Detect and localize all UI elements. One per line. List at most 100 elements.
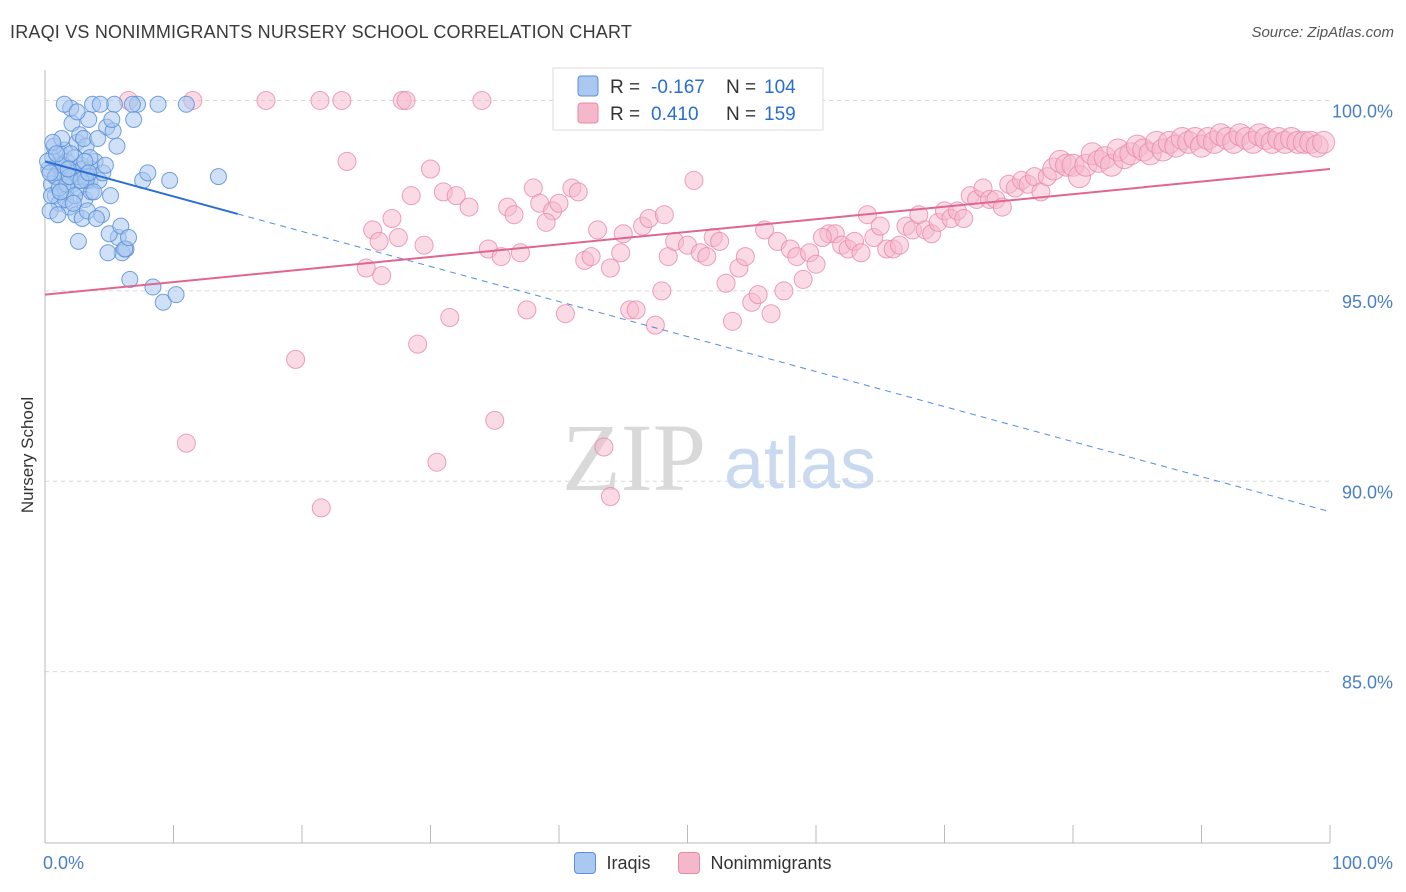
nonimmigrants-trend-line: [44, 168, 1331, 296]
nonimmigrants-point: [427, 452, 447, 472]
tick-labels: 85.0% 90.0% 95.0% 100.0% 0.0% 100.0%: [43, 101, 1393, 873]
iraqis-point: [161, 171, 179, 189]
nonimmigrants-point: [710, 231, 730, 251]
nonimmigrants-point: [851, 243, 871, 263]
watermark: ZIP atlas: [562, 404, 876, 511]
iraqis-point: [85, 183, 103, 201]
nonimmigrants-point: [594, 437, 614, 457]
iraqis-r-value: -0.167: [651, 77, 705, 98]
nonimmigrants-point: [472, 90, 492, 110]
legend-item-iraqis: Iraqis: [574, 852, 650, 874]
legend-swatch-nonimmigrants: [678, 852, 701, 874]
nonimmigrants-point: [645, 315, 665, 335]
nonimmigrants-point: [870, 216, 890, 236]
iraqis-point: [64, 194, 82, 212]
nonimmigrants-point: [568, 182, 588, 202]
iraqis-trend-line: [44, 160, 239, 215]
iraqis-point: [87, 210, 105, 228]
nonimmigrants-point: [684, 170, 704, 190]
iraqis-point: [68, 103, 86, 121]
iraqis-swatch: [577, 75, 599, 97]
nonimmigrants-point: [722, 311, 742, 331]
nonimmigrants-point: [176, 433, 196, 453]
nonimmigrants-point: [555, 304, 575, 324]
nonimmigrants-point: [697, 247, 717, 267]
stats-legend: R = -0.167 N = 104 R = 0.410 N = 159: [552, 67, 824, 131]
iraqis-point: [49, 206, 67, 224]
nonimmigrants-point: [408, 334, 428, 354]
nonimmigrants-point: [761, 304, 781, 324]
iraqis-point: [96, 156, 114, 174]
iraqis-point: [75, 130, 93, 148]
nonimmigrants-point: [446, 186, 466, 206]
iraqis-trend-extension: [237, 213, 1331, 513]
nonimmigrants-point: [774, 281, 794, 301]
nonimmigrants-point: [256, 90, 276, 110]
iraqis-point: [139, 164, 157, 182]
iraqis-point: [123, 95, 141, 113]
x-tick-label: 100.0%: [1332, 853, 1393, 873]
legend-swatch-iraqis: [574, 852, 597, 874]
y-tick-label: 100.0%: [1332, 101, 1393, 121]
nonimmigrants-point: [310, 90, 330, 110]
iraqis-point: [103, 111, 121, 129]
nonimmigrants-point: [440, 308, 460, 328]
iraqis-point: [125, 111, 143, 129]
nonimmigrants-point: [716, 273, 736, 293]
nonimmigrants-r-label: R =: [610, 104, 640, 125]
nonimmigrants-point: [504, 205, 524, 225]
iraqis-point: [167, 286, 185, 304]
iraqis-n-value: 104: [764, 77, 796, 98]
iraqis-point: [41, 164, 59, 182]
nonimmigrants-n-label: N =: [726, 104, 756, 125]
nonimmigrants-point: [812, 228, 832, 248]
nonimmigrants-point: [332, 90, 352, 110]
nonimmigrants-point: [311, 498, 331, 518]
y-tick-label: 90.0%: [1342, 482, 1393, 502]
nonimmigrants-point: [600, 258, 620, 278]
nonimmigrants-point: [421, 159, 440, 179]
iraqis-point: [177, 95, 195, 113]
nonimmigrants-point: [735, 247, 755, 267]
nonimmigrants-point: [793, 269, 813, 289]
nonimmigrants-point: [748, 285, 768, 305]
nonimmigrants-point: [654, 205, 674, 225]
iraqis-n-label: N =: [726, 77, 756, 98]
iraqis-point: [144, 278, 162, 296]
nonimmigrants-point: [510, 243, 530, 263]
nonimmigrants-point: [549, 193, 569, 213]
nonimmigrants-point: [611, 243, 631, 263]
trend-lines: [44, 160, 1331, 513]
iraqis-point: [121, 270, 139, 288]
nonimmigrants-point: [1312, 130, 1336, 154]
iraqis-point: [89, 130, 107, 148]
nonimmigrants-point: [401, 186, 421, 206]
iraqis-point: [105, 95, 123, 113]
iraqis-point: [209, 168, 227, 186]
iraqis-point: [62, 145, 80, 163]
source-label: Source: ZipAtlas.com: [1251, 24, 1394, 41]
y-tick-label: 95.0%: [1342, 292, 1393, 312]
nonimmigrants-point: [396, 90, 416, 110]
iraqis-point: [69, 232, 87, 250]
nonimmigrants-swatch: [577, 102, 599, 124]
nonimmigrants-point: [613, 224, 633, 244]
nonimmigrants-point: [652, 281, 672, 301]
iraqis-point: [99, 244, 117, 262]
nonimmigrants-point: [372, 266, 392, 286]
iraqis-point: [154, 293, 172, 311]
iraqis-point: [48, 145, 66, 163]
iraqis-point: [120, 229, 138, 247]
series-legend: Iraqis Nonimmigrants: [0, 852, 1406, 874]
nonimmigrants-point: [382, 209, 402, 229]
nonimmigrants-point: [536, 212, 556, 232]
nonimmigrants-point: [485, 410, 505, 430]
watermark-atlas: atlas: [724, 424, 876, 504]
legend-label-nonimmigrants: Nonimmigrants: [710, 852, 832, 873]
legend-label-iraqis: Iraqis: [606, 852, 651, 873]
nonimmigrants-point: [588, 220, 608, 240]
iraqis-point: [108, 137, 126, 155]
watermark-zip: ZIP: [562, 404, 706, 511]
iraqis-r-label: R =: [610, 77, 640, 98]
